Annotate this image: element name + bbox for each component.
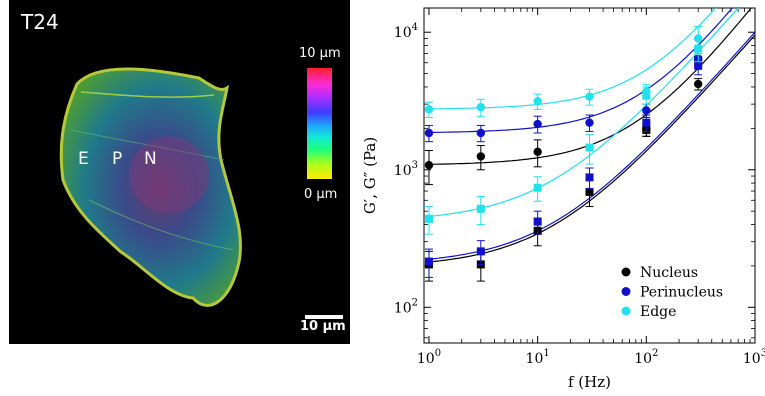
legend-label-nucleus: Nucleus [640,265,698,281]
data-point-loss [476,247,485,256]
data-point-loss [424,257,433,266]
data-point-storage [533,147,542,157]
data-point-loss [476,204,485,213]
panel-label: T24 [21,10,59,34]
data-point-loss [694,44,703,53]
data-point-loss [642,118,651,127]
y-axis-label: G′, G″ (Pa) [361,137,379,214]
legend-marker-edge [621,306,631,316]
data-point-loss [585,173,594,182]
region-label-nucleus: N [144,149,157,169]
y-tick-label: 102 [394,297,418,316]
cell-image [59,67,242,307]
data-point-storage [424,160,434,170]
legend-label-perinucleus: Perinucleus [640,285,723,301]
x-tick-label: 103 [743,348,765,367]
cell-micrograph: T24 E P N 10 μm 0 μm 10 μm [9,0,350,344]
data-point-loss [585,187,594,196]
data-point-loss [694,61,703,70]
fit-curve-storage [426,8,734,134]
height-colorbar [307,68,332,179]
rheology-chart: 100 101 102 103 102 103 104 f (Hz) G′, G″ (Pa) Nu… [361,7,765,391]
fit-curve-storage [426,8,717,110]
data-point-storage [642,106,651,115]
data-point-storage [533,97,542,106]
data-point-storage [585,118,594,127]
data-point-loss [533,217,542,226]
series-edge [424,26,703,235]
colorbar-top-label: 10 μm [299,46,341,61]
x-tick-label: 100 [417,348,441,367]
x-axis-label: f (Hz) [568,373,611,391]
scale-bar [305,315,343,319]
region-label-perinucleus: P [112,149,123,169]
region-label-edge: E [78,149,89,169]
scale-bar-label: 10 μm [300,319,346,334]
series-perinucleus [424,51,703,278]
data-point-storage [585,92,594,101]
x-tick-label: 101 [526,348,550,367]
y-tick-label: 103 [394,160,418,179]
data-point-loss [533,183,542,192]
data-point-storage [424,105,434,114]
x-tick-label: 102 [634,348,658,367]
legend-marker-nucleus [621,267,631,277]
data-point-storage [424,128,434,138]
data-point-loss [642,90,651,99]
series-nucleus [424,55,703,282]
colorbar-bottom-label: 0 μm [304,187,338,202]
data-point-storage [533,119,542,129]
data-point-loss [424,214,433,223]
data-point-storage [476,128,486,138]
data-point-loss [585,143,594,152]
data-point-storage [476,152,486,161]
legend-marker-perinucleus [621,287,631,296]
fit-curve-storage [426,8,752,165]
data-point-storage [693,79,703,89]
legend-label-edge: Edge [640,304,676,320]
y-tick-label: 104 [394,22,418,41]
data-point-storage [476,102,486,112]
